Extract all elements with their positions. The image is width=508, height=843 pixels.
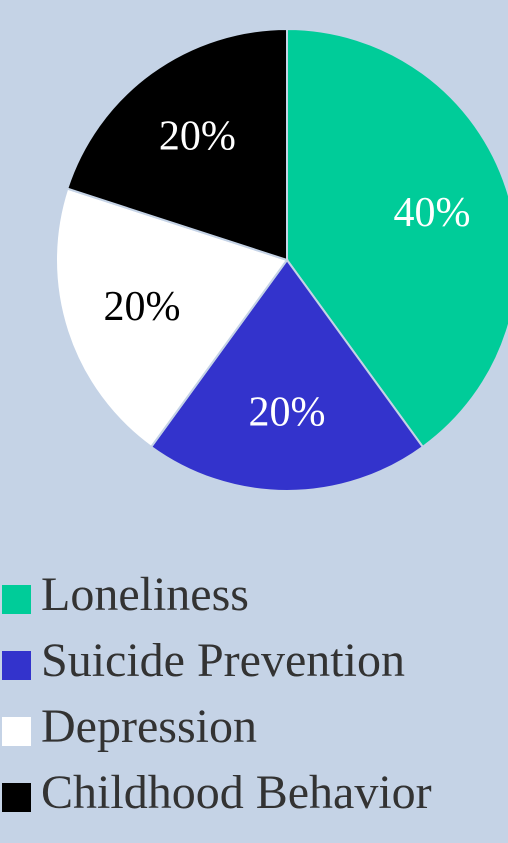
legend-swatch-childhood-behavior bbox=[2, 783, 31, 812]
data-label-depression: 20% bbox=[104, 284, 181, 330]
pie-slice-loneliness bbox=[286, 27, 508, 449]
legend-swatch-depression bbox=[2, 717, 31, 746]
legend-label-childhood-behavior: Childhood Behavior bbox=[41, 766, 432, 819]
data-label-suicide-prevention: 20% bbox=[249, 390, 326, 436]
pie-slice-suicide-prevention bbox=[149, 258, 425, 492]
pie-slice-childhood-behavior bbox=[66, 27, 288, 262]
pie-slice-depression bbox=[55, 187, 289, 449]
legend-label-depression: Depression bbox=[41, 700, 257, 753]
pie-chart: 40% 20% 20% 20% bbox=[55, 27, 508, 492]
legend-item-suicide-prevention: Suicide Prevention bbox=[0, 631, 508, 697]
data-label-childhood-behavior: 20% bbox=[159, 114, 236, 160]
legend-label-loneliness: Loneliness bbox=[41, 568, 249, 621]
legend-item-loneliness: Loneliness bbox=[0, 565, 508, 631]
legend-label-suicide-prevention: Suicide Prevention bbox=[41, 634, 405, 687]
chart-legend: Loneliness Suicide Prevention Depression… bbox=[0, 565, 508, 829]
legend-swatch-suicide-prevention bbox=[2, 651, 31, 680]
data-label-loneliness: 40% bbox=[394, 190, 471, 236]
legend-swatch-loneliness bbox=[2, 585, 31, 614]
legend-item-childhood-behavior: Childhood Behavior bbox=[0, 763, 508, 829]
legend-item-depression: Depression bbox=[0, 697, 508, 763]
